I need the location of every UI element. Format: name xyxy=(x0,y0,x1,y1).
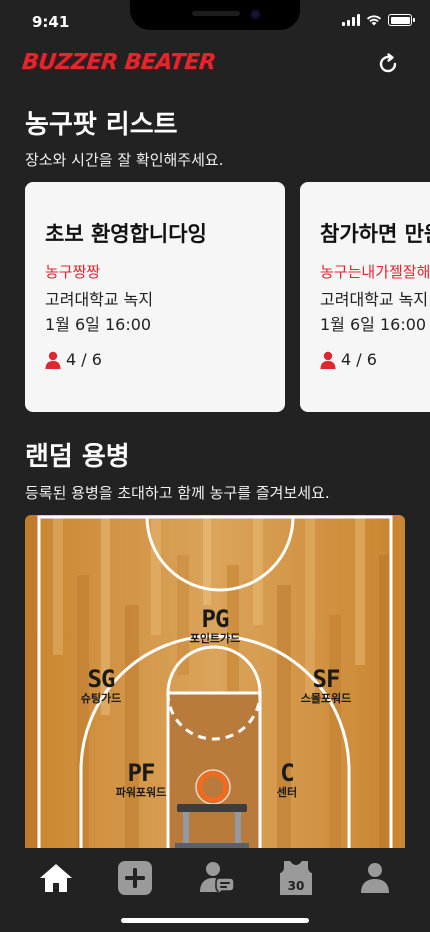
court-illustration xyxy=(25,515,405,848)
tab-create[interactable] xyxy=(115,858,155,898)
card-time: 1월 6일 16:00 xyxy=(45,315,152,334)
card-member-count: 4 / 6 xyxy=(45,350,102,369)
list-section-subtitle: 장소와 시간을 잘 확인해주세요. xyxy=(25,151,224,169)
card-host: 농구는내가젤잘해 xyxy=(320,263,430,281)
tab-home[interactable] xyxy=(36,858,76,898)
wifi-icon xyxy=(366,15,382,26)
position-code: C xyxy=(280,759,294,787)
position-code: PF xyxy=(127,759,156,787)
position-name: 포인트가드 xyxy=(189,632,241,645)
position-sf[interactable]: SF 스몰포워드 xyxy=(301,666,352,706)
member-count-text: 4 / 6 xyxy=(66,350,102,369)
mercenary-section-subtitle: 등록된 용병을 초대하고 함께 농구를 즐겨보세요. xyxy=(25,484,330,502)
user-chat-icon xyxy=(200,862,234,896)
card-place: 고려대학교 녹지 xyxy=(320,290,429,309)
cellular-signal-icon xyxy=(342,14,360,26)
home-indicator xyxy=(121,918,309,923)
position-code: SF xyxy=(312,665,341,693)
notch-camera xyxy=(250,9,261,20)
status-time: 9:41 xyxy=(32,13,70,31)
tab-profile[interactable] xyxy=(355,858,395,898)
status-bar: 9:41 xyxy=(0,0,430,44)
position-code: SG xyxy=(87,665,116,693)
position-code: PG xyxy=(201,605,230,633)
mercenary-section-title: 랜덤 용병 xyxy=(25,442,130,472)
device-notch xyxy=(130,0,300,30)
tab-mercenary[interactable] xyxy=(196,858,236,898)
jersey-number: 30 xyxy=(288,879,305,893)
battery-icon xyxy=(388,14,415,26)
status-icons xyxy=(342,14,415,26)
notch-speaker xyxy=(192,11,240,16)
position-pg[interactable]: PG 포인트가드 xyxy=(190,606,241,646)
tab-jersey[interactable]: 30 xyxy=(276,858,316,898)
position-name: 슈팅가드 xyxy=(80,692,122,705)
card-host: 농구짱짱 xyxy=(45,263,101,281)
refresh-icon[interactable] xyxy=(376,52,400,76)
party-card[interactable]: 초보 환영합니다잉 농구짱짱 고려대학교 녹지 1월 6일 16:00 4 / … xyxy=(25,182,285,412)
party-card-carousel[interactable]: 초보 환영합니다잉 농구짱짱 고려대학교 녹지 1월 6일 16:00 4 / … xyxy=(25,182,430,412)
person-icon xyxy=(45,351,61,369)
position-c[interactable]: C 센터 xyxy=(277,760,297,800)
position-name: 스몰포워드 xyxy=(300,692,352,705)
card-title: 초보 환영합니다잉 xyxy=(45,222,207,246)
member-count-text: 4 / 6 xyxy=(341,350,377,369)
jersey-icon: 30 xyxy=(280,861,312,895)
list-section-title: 농구팟 리스트 xyxy=(25,110,178,140)
app-header: BUZZER BEATER xyxy=(0,50,430,82)
user-icon xyxy=(361,863,389,893)
person-icon xyxy=(320,351,336,369)
app-logo: BUZZER BEATER xyxy=(20,50,217,75)
card-member-count: 4 / 6 xyxy=(320,350,377,369)
home-icon xyxy=(40,864,72,892)
position-sg[interactable]: SG 슈팅가드 xyxy=(81,666,121,706)
card-time: 1월 6일 16:00 xyxy=(320,315,427,334)
basketball-court: PG 포인트가드 SG 슈팅가드 SF 스몰포워드 PF 파워포워드 C 센터 xyxy=(25,515,405,848)
position-pf[interactable]: PF 파워포워드 xyxy=(116,760,167,800)
position-name: 파워포워드 xyxy=(115,786,167,799)
card-place: 고려대학교 녹지 xyxy=(45,290,154,309)
plus-square-icon xyxy=(118,861,152,895)
party-card[interactable]: 참가하면 만원 농구는내가젤잘해 고려대학교 녹지 1월 6일 16:00 4 … xyxy=(300,182,430,412)
position-name: 센터 xyxy=(276,786,298,799)
card-title: 참가하면 만원 xyxy=(320,222,430,246)
